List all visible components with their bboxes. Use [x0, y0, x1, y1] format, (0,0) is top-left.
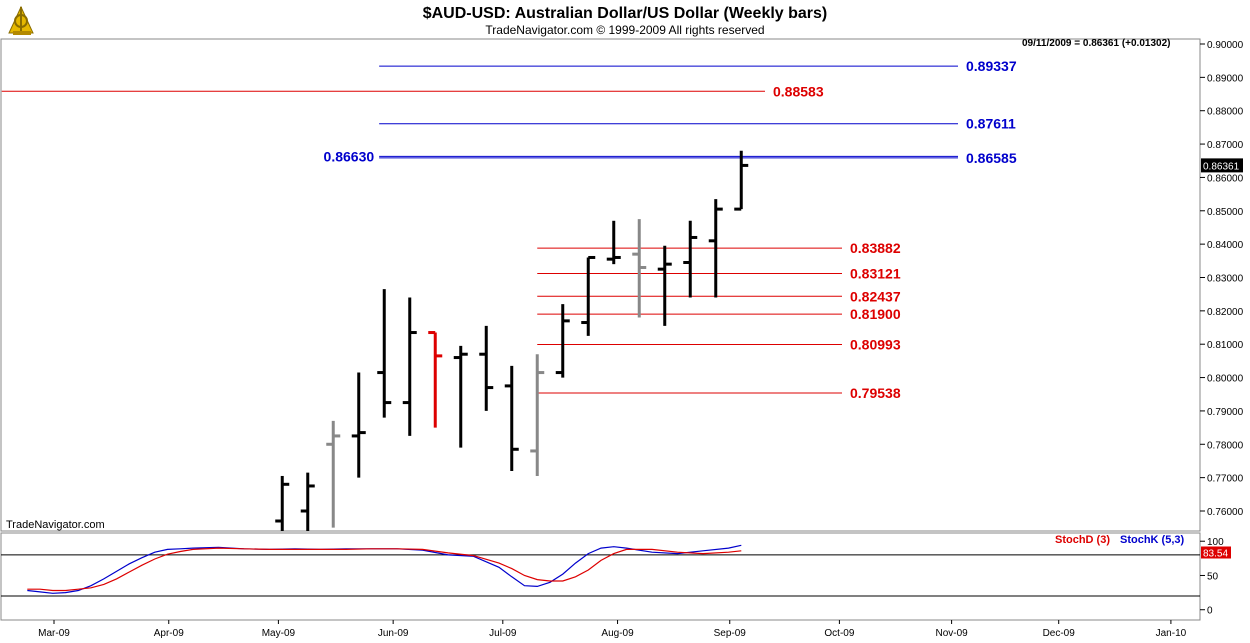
price-readout: 09/11/2009 = 0.86361 (+0.01302): [1022, 38, 1170, 49]
time-tick-label: Oct-09: [824, 628, 854, 639]
indicator-axis: 100 50 0: [1, 537, 1224, 617]
price-tick-label: 0.84000: [1207, 240, 1244, 251]
time-tick-label: Aug-09: [601, 628, 634, 639]
ohlc-bar: [351, 372, 366, 478]
time-tick-label: Apr-09: [154, 628, 184, 639]
level-label: 0.79538: [850, 385, 901, 401]
price-tick-label: 0.90000: [1207, 40, 1244, 51]
ohlc-bars: [275, 150, 749, 531]
ohlc-bar: [657, 245, 672, 326]
chart-title: $AUD-USD: Australian Dollar/US Dollar (W…: [423, 5, 828, 22]
level-label: 0.86585: [966, 150, 1017, 166]
indicator-tick-label: 100: [1207, 537, 1224, 548]
level-label: 0.87611: [966, 116, 1016, 132]
level-label: 0.82437: [850, 288, 901, 304]
last-price-marker: 0.86361: [1201, 158, 1243, 173]
ohlc-bar: [479, 325, 494, 411]
price-tick-label: 0.76000: [1207, 507, 1244, 518]
ohlc-bar: [530, 354, 545, 476]
ohlc-bar: [504, 365, 519, 471]
stochastic-lines: 83.54: [27, 544, 1231, 594]
level-label: 0.88583: [773, 83, 824, 99]
ohlc-bar: [555, 304, 570, 378]
navigator-sextant-icon: [8, 5, 34, 35]
ohlc-bar: [683, 220, 698, 298]
indicator-panel-frame: [0, 532, 1201, 621]
price-axis: 0.90000 0.89000 0.88000 0.87000 0.86000 0.850…: [1200, 40, 1244, 518]
time-tick-label: Dec-09: [1043, 628, 1076, 639]
level-label: 0.81900: [850, 306, 901, 322]
level-label: 0.80993: [850, 336, 901, 352]
last-price-box: [1201, 158, 1243, 173]
time-axis: Mar-09 Apr-09 May-09 Jun-09 Jul-09 Aug-09 Sep-…: [38, 620, 1187, 639]
price-tick-label: 0.80000: [1207, 374, 1244, 385]
price-tick-label: 0.83000: [1207, 273, 1244, 284]
level-label: 0.83121: [850, 265, 901, 281]
ohlc-bar: [581, 255, 596, 336]
price-tick-label: 0.88000: [1207, 107, 1244, 118]
time-tick-label: May-09: [262, 628, 296, 639]
legend-entry: StochD (3): [1055, 534, 1110, 546]
level-label: 0.83882: [850, 240, 901, 256]
chart-subtitle: TradeNavigator.com © 1999-2009 All right…: [485, 23, 764, 37]
price-tick-label: 0.79000: [1207, 407, 1244, 418]
level-label: 0.89337: [966, 58, 1017, 74]
price-panel-frame: [0, 38, 1201, 532]
level-lines: 0.89337 0.88583 0.87611 0.86630 0.86585 0.838…: [1, 58, 1017, 401]
price-tick-label: 0.86000: [1207, 173, 1244, 184]
time-tick-label: Jul-09: [489, 628, 517, 639]
indicator-tick-label: 0: [1207, 606, 1213, 617]
indicator-tick-label: 50: [1207, 571, 1219, 582]
ohlc-bar: [326, 420, 341, 528]
stochd-value-label: 83.54: [1203, 548, 1228, 559]
level-label: 0.86630: [324, 148, 375, 164]
ohlc-bar: [300, 472, 315, 531]
ohlc-bar: [453, 345, 468, 448]
ohlc-bar: [428, 331, 443, 428]
time-tick-label: Sep-09: [714, 628, 747, 639]
ohlc-bar: [632, 219, 647, 318]
time-tick-label: Mar-09: [38, 628, 70, 639]
stochd-value-box: [1201, 546, 1231, 559]
price-tick-label: 0.87000: [1207, 140, 1244, 151]
time-tick-label: Jan-10: [1156, 628, 1187, 639]
price-tick-label: 0.89000: [1207, 73, 1244, 84]
ohlc-bar: [606, 220, 621, 265]
ohlc-bar: [275, 475, 290, 531]
price-tick-label: 0.78000: [1207, 440, 1244, 451]
price-tick-label: 0.77000: [1207, 474, 1244, 485]
price-tick-label: 0.85000: [1207, 207, 1244, 218]
price-tick-label: 0.81000: [1207, 340, 1244, 351]
stochastic-series-line: [27, 547, 742, 592]
time-tick-label: Jun-09: [378, 628, 409, 639]
legend-entry: StochK (5,3): [1120, 534, 1185, 546]
last-price-label: 0.86361: [1203, 161, 1240, 172]
ohlc-bar: [377, 289, 392, 418]
ohlc-bar: [734, 150, 749, 211]
price-tick-label: 0.82000: [1207, 307, 1244, 318]
stochastic-legend: StochD (3) StochK (5,3): [1055, 534, 1185, 546]
time-tick-label: Nov-09: [935, 628, 968, 639]
watermark-text: TradeNavigator.com: [6, 519, 105, 531]
ohlc-bar: [708, 199, 723, 298]
ohlc-bar: [402, 297, 417, 436]
